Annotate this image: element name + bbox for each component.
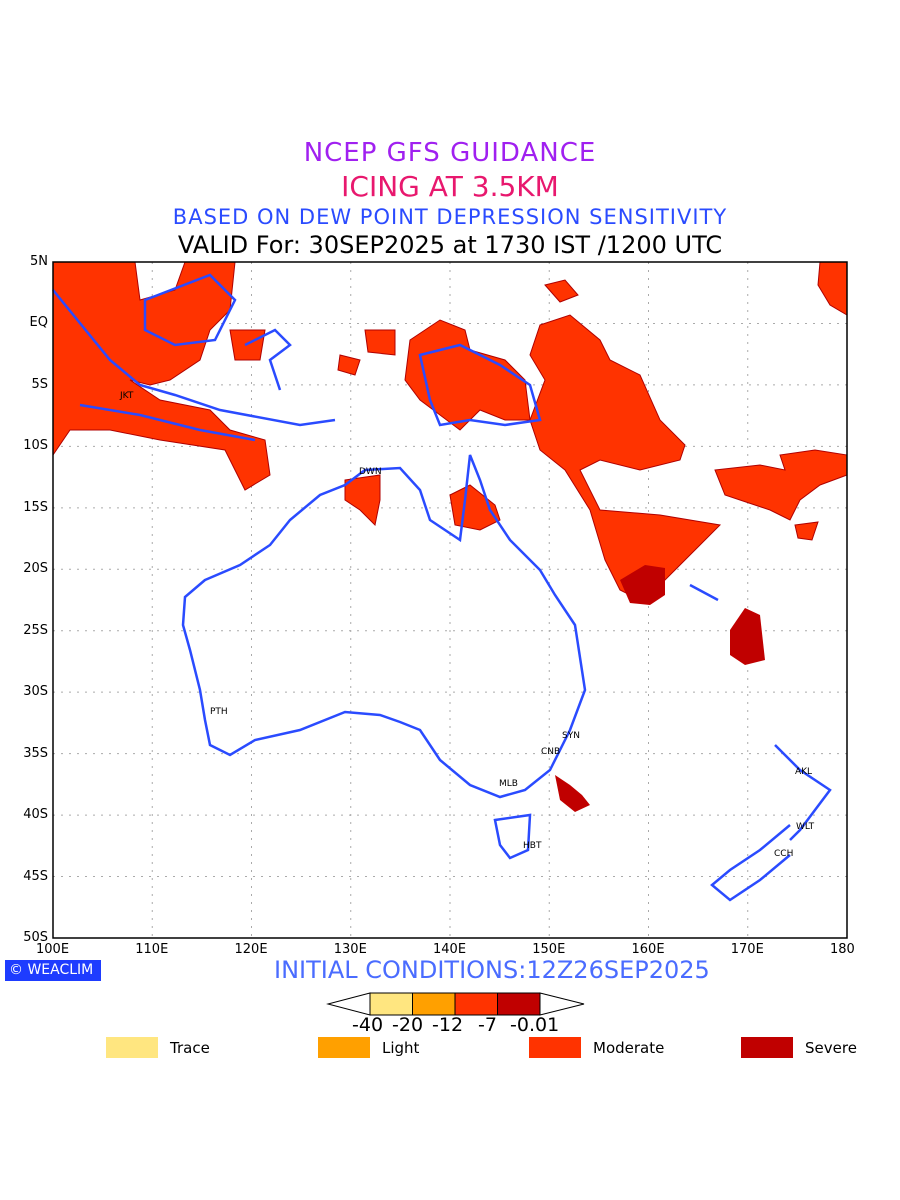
title-icing: ICING AT 3.5KM [341,170,559,203]
lat-label: 5S [31,376,48,392]
lat-label: EQ [29,315,48,331]
colorbar [326,992,585,1016]
lat-label: 5N [30,254,48,269]
legend-label-moderate: Moderate [593,1039,665,1057]
lon-label: 160E [631,942,665,957]
lon-label: 130E [333,942,367,957]
map-canvas [52,261,848,939]
title-guidance: NCEP GFS GUIDANCE [303,138,597,168]
australia-coast [181,454,587,799]
sumatra-java-coast [52,289,336,427]
tasmania-coast [493,813,532,860]
city-label-dwn: DWN [359,467,382,477]
colorbar-swatch [497,992,541,1016]
colorbar-swatch [412,992,456,1016]
city-label-cch: CCH [774,849,794,859]
city-label-cnb: CNB [541,747,561,757]
colorbar-label: -20 [392,1014,424,1036]
lat-label: 15S [23,499,48,515]
colorbar-swatch [454,992,498,1016]
lat-label: 25S [23,622,48,638]
lat-label: 40S [23,807,48,823]
lat-label: 45S [23,868,48,884]
nz-south-coast [710,824,791,902]
sulawesi-coast [244,328,292,391]
colorbar-high-arrow [539,992,585,1016]
coastlines [52,273,832,902]
subtitle-method: BASED ON DEW POINT DEPRESSION SENSITIVIT… [172,205,728,229]
colorbar-label: -0.01 [510,1014,560,1036]
logo-text: WEACLIM [27,962,94,978]
lon-label: 180 [830,942,855,957]
legend-swatch-trace [106,1037,158,1058]
lon-label: 100E [36,942,70,957]
colorbar-swatch [369,992,413,1016]
lat-label: 30S [23,684,48,700]
new-guinea-coast [418,343,542,427]
lon-label: 140E [433,942,467,957]
lat-label: 35S [23,745,48,761]
city-label-syn: SYN [562,731,580,741]
legend-label-severe: Severe [805,1039,857,1057]
lat-label: 20S [23,561,48,577]
colorbar-label: -40 [352,1014,384,1036]
city-label-pth: PTH [210,707,228,717]
lon-label: 120E [234,942,268,957]
java-coast [79,403,256,442]
colorbar-low-arrow [326,992,371,1016]
city-label-hbt: HBT [523,841,542,851]
legend-swatch-light [318,1037,370,1058]
borneo-coast [143,273,237,347]
legend-label-trace: Trace [170,1039,210,1057]
weaclim-logo: © WEACLIM [5,960,101,981]
city-label-wlt: WLT [796,822,815,832]
map-frame [52,261,848,939]
city-label-jkt: JKT [120,391,134,401]
legend-swatch-severe [741,1037,793,1058]
lat-label: 50S [23,930,48,945]
city-label-akl: AKL [795,767,813,777]
lon-label: 150E [532,942,566,957]
valid-time: VALID For: 30SEP2025 at 1730 IST /1200 U… [177,231,723,259]
nz-north-coast [774,744,832,841]
city-label-mlb: MLB [499,779,518,789]
lat-label: 10S [23,438,48,454]
colorbar-label: -7 [478,1014,497,1036]
legend-label-light: Light [382,1039,420,1057]
lon-label: 170E [730,942,764,957]
icing-severe-areas [555,565,765,812]
initial-conditions: INITIAL CONDITIONS:12Z26SEP2025 [274,956,710,984]
colorbar-label: -12 [432,1014,464,1036]
lon-label: 110E [135,942,169,957]
legend-swatch-moderate [529,1037,581,1058]
new-caledonia-coast [689,583,719,602]
